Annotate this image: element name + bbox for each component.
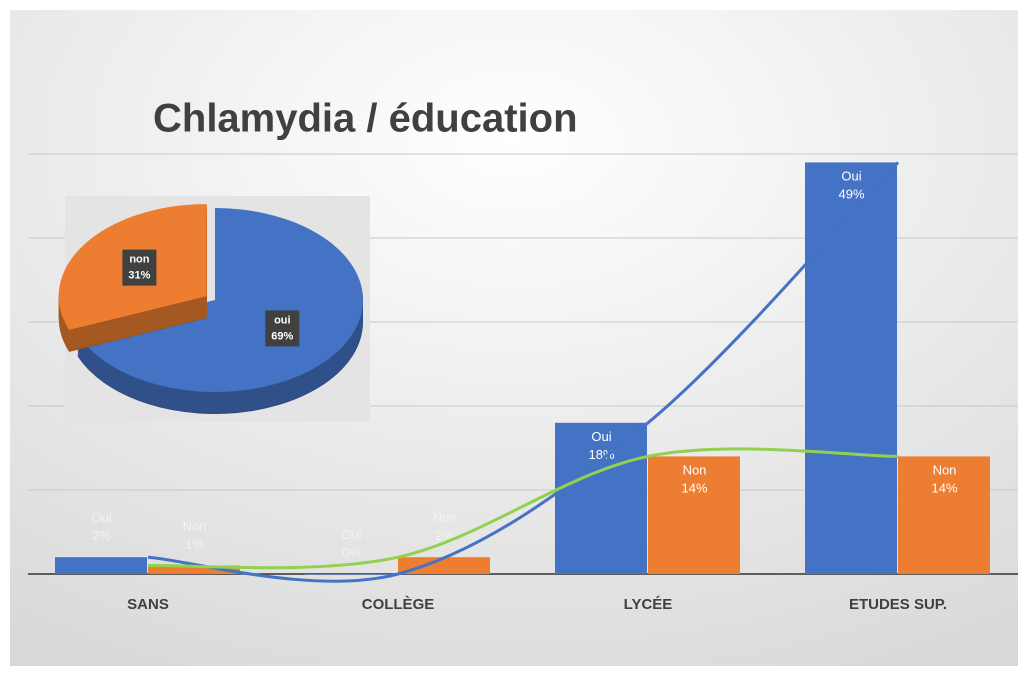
bar (805, 162, 897, 574)
data-label-value: 49% (838, 187, 864, 202)
bar (648, 456, 740, 574)
data-label-value: 14% (931, 481, 957, 496)
trend-line (147, 161, 900, 583)
data-label: Oui 2% (91, 511, 111, 544)
x-tick-label: ETUDES SUP. (849, 596, 947, 613)
x-tick-label: COLLÈGE (362, 596, 435, 613)
bar (898, 456, 990, 574)
chart-title: Chlamydia / éducation (153, 97, 578, 141)
data-label-series: Oui (841, 169, 861, 184)
x-tick-label: SANS (127, 596, 169, 613)
bar (148, 565, 240, 574)
data-label: Oui 49% (838, 169, 864, 202)
data-label: Oui 18% (588, 429, 614, 462)
data-label: Non 14% (931, 463, 957, 496)
data-label: Oui 0% (341, 527, 361, 560)
data-label-series: Non (183, 519, 207, 534)
bar (305, 574, 397, 575)
pie-label: oui (274, 314, 291, 326)
pie-label-box (265, 310, 300, 347)
bar (555, 422, 647, 574)
data-label-series: Oui (341, 527, 361, 542)
bar (398, 557, 490, 574)
data-label-series: Non (433, 511, 457, 526)
x-tick-label: LYCÉE (624, 596, 673, 613)
bar (55, 557, 147, 574)
pie-value-label: 69% (271, 330, 293, 342)
data-label-value: 14% (681, 481, 707, 496)
data-label-series: Oui (591, 429, 611, 444)
pie-label-box (122, 249, 157, 286)
data-label-series: Non (683, 463, 707, 478)
data-label: Non 1% (183, 519, 207, 552)
data-label-value: 2% (92, 529, 111, 544)
pie-value-label: 31% (128, 270, 150, 282)
data-label-value: 18% (588, 447, 614, 462)
data-label: Non 14% (681, 463, 707, 496)
pie-label: non (129, 254, 149, 266)
data-label-series: Oui (91, 511, 111, 526)
data-label-value: 1% (185, 537, 204, 552)
data-label-value: 0% (342, 545, 361, 560)
data-label-series: Non (933, 463, 957, 478)
trend-line (147, 447, 899, 570)
